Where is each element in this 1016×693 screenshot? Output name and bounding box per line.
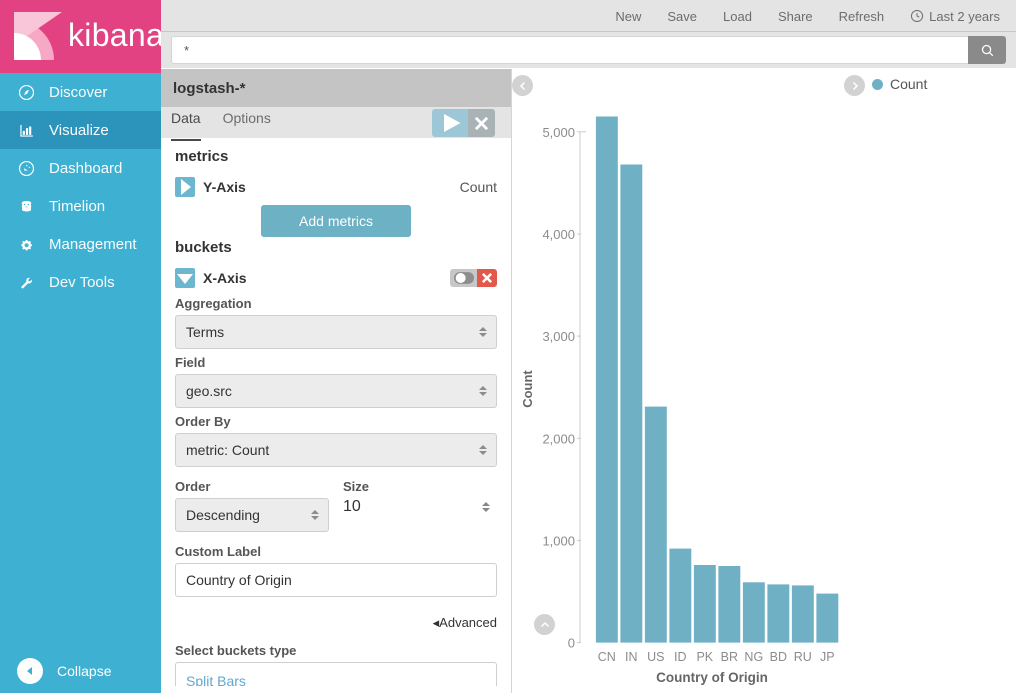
svg-text:3,000: 3,000 xyxy=(542,329,575,344)
svg-text:4,000: 4,000 xyxy=(542,227,575,242)
svg-text:CN: CN xyxy=(598,650,616,664)
svg-text:BR: BR xyxy=(721,650,738,664)
svg-text:5,000: 5,000 xyxy=(542,125,575,140)
svg-text:2,000: 2,000 xyxy=(542,431,575,446)
svg-text:0: 0 xyxy=(568,636,575,651)
svg-text:BD: BD xyxy=(770,650,787,664)
svg-text:JP: JP xyxy=(820,650,835,664)
svg-text:ID: ID xyxy=(674,650,687,664)
svg-text:PK: PK xyxy=(696,650,713,664)
svg-text:Country of Origin: Country of Origin xyxy=(656,670,768,685)
svg-text:1,000: 1,000 xyxy=(542,533,575,548)
svg-text:RU: RU xyxy=(794,650,812,664)
svg-text:IN: IN xyxy=(625,650,638,664)
svg-text:NG: NG xyxy=(744,650,763,664)
svg-text:US: US xyxy=(647,650,664,664)
svg-text:Count: Count xyxy=(520,370,535,408)
